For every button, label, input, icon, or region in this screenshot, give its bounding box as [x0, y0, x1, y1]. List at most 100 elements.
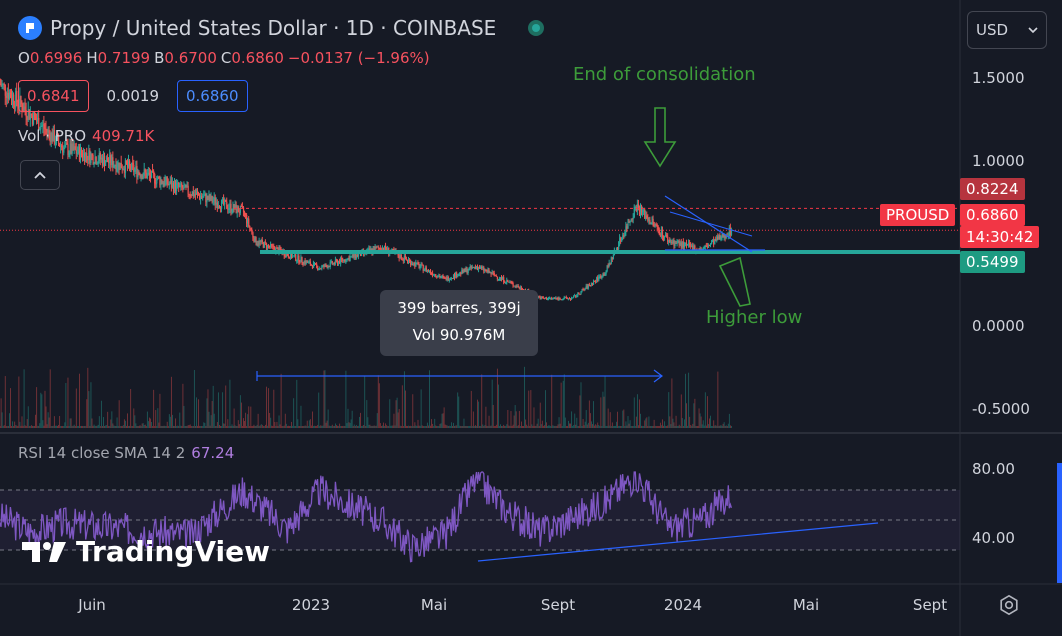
- candle-body: [729, 227, 732, 235]
- candle-body: [434, 274, 436, 276]
- volume-bar: [121, 425, 123, 428]
- rsi-legend[interactable]: RSI 14 close SMA 14 2 67.24: [18, 444, 234, 462]
- candle-body: [312, 263, 315, 268]
- candle-body: [478, 267, 480, 270]
- volume-bar: [300, 405, 302, 428]
- volume-bar: [380, 426, 382, 428]
- candle-body: [724, 234, 726, 239]
- volume-bar: [492, 404, 494, 428]
- symbol-header[interactable]: Propy / United States Dollar · 1D · COIN…: [18, 16, 545, 40]
- candle-body: [276, 247, 278, 249]
- volume-bar: [553, 425, 555, 428]
- annotation-higher-low[interactable]: Higher low: [706, 307, 803, 328]
- collapse-legend-button[interactable]: [20, 160, 60, 190]
- candle-body: [717, 236, 719, 240]
- volume-bar: [282, 425, 284, 428]
- candle-body: [518, 287, 520, 289]
- volume-bar: [64, 422, 66, 428]
- candle-body: [114, 165, 116, 167]
- candle-body: [136, 166, 138, 178]
- volume-bar: [463, 418, 465, 428]
- candle-body: [641, 206, 643, 213]
- sell-button[interactable]: 0.6841: [18, 80, 89, 112]
- candle-body: [46, 129, 48, 133]
- candle-body: [671, 241, 673, 244]
- volume-bar: [77, 425, 79, 428]
- volume-bar: [307, 426, 309, 428]
- volume-value: 409.71K: [92, 127, 155, 145]
- volume-bar: [205, 425, 207, 428]
- candle-body: [26, 117, 28, 120]
- volume-bar: [53, 416, 55, 428]
- volume-bar: [398, 409, 400, 428]
- candle-body: [664, 236, 666, 238]
- candle-body: [47, 129, 49, 133]
- volume-bar: [80, 426, 81, 428]
- candle-body: [67, 144, 69, 155]
- candle-body: [215, 202, 217, 205]
- volume-bar: [396, 397, 398, 428]
- candle-body: [662, 236, 665, 238]
- volume-bar: [658, 425, 660, 428]
- volume-bar: [416, 425, 418, 428]
- settings-gear-icon[interactable]: [998, 594, 1020, 616]
- volume-bar: [659, 422, 661, 428]
- volume-bar: [574, 413, 576, 428]
- volume-bar: [469, 425, 471, 428]
- annotation-end-of-consolidation[interactable]: End of consolidation: [573, 64, 756, 85]
- candle-body: [107, 157, 109, 163]
- volume-bar: [331, 424, 333, 428]
- volume-bar: [692, 423, 694, 428]
- volume-legend[interactable]: Vol · PRO 409.71K: [18, 127, 154, 145]
- volume-bar: [631, 425, 633, 428]
- volume-bar: [236, 425, 238, 428]
- volume-bar: [290, 425, 291, 428]
- volume-bar: [617, 411, 619, 428]
- candle-body: [49, 133, 51, 142]
- volume-bar: [433, 426, 435, 428]
- candle-body: [416, 262, 418, 264]
- candle-body: [418, 264, 420, 268]
- candle-body: [644, 209, 646, 219]
- candle-body: [585, 285, 587, 289]
- currency-select[interactable]: USD: [967, 11, 1047, 49]
- candle-body: [458, 274, 460, 276]
- candle-body: [645, 215, 647, 219]
- volume-bar: [588, 400, 590, 428]
- candle-body: [247, 218, 249, 224]
- candle-body: [164, 180, 166, 186]
- volume-bar: [281, 425, 283, 428]
- volume-bar: [150, 418, 151, 428]
- volume-bar: [629, 420, 631, 428]
- candle-body: [550, 297, 552, 299]
- volume-bar: [275, 426, 277, 428]
- candle-body: [333, 262, 336, 265]
- volume-bar: [414, 422, 416, 428]
- candle-body: [447, 276, 449, 281]
- candle-body: [716, 236, 718, 241]
- volume-bar: [176, 425, 178, 428]
- candle-body: [594, 281, 596, 283]
- volume-bar: [581, 425, 583, 428]
- candle-body: [494, 275, 496, 277]
- candle-body: [437, 276, 439, 278]
- volume-bar: [304, 425, 306, 428]
- volume-bar: [468, 425, 470, 428]
- volume-bar: [551, 374, 553, 428]
- symbol-title: Propy / United States Dollar · 1D · COIN…: [50, 16, 497, 40]
- volume-bar: [580, 382, 582, 428]
- volume-bar: [602, 391, 604, 428]
- volume-bar: [334, 423, 336, 428]
- volume-bar: [523, 426, 524, 428]
- volume-bar: [4, 376, 6, 428]
- volume-bar: [667, 425, 669, 428]
- volume-bar: [215, 426, 217, 428]
- buy-button[interactable]: 0.6860: [177, 80, 248, 112]
- volume-bar: [201, 425, 203, 428]
- candle-body: [573, 296, 575, 298]
- candle-body: [211, 195, 213, 203]
- candle-body: [31, 115, 34, 125]
- volume-bar: [454, 425, 456, 428]
- candle-body: [515, 285, 517, 288]
